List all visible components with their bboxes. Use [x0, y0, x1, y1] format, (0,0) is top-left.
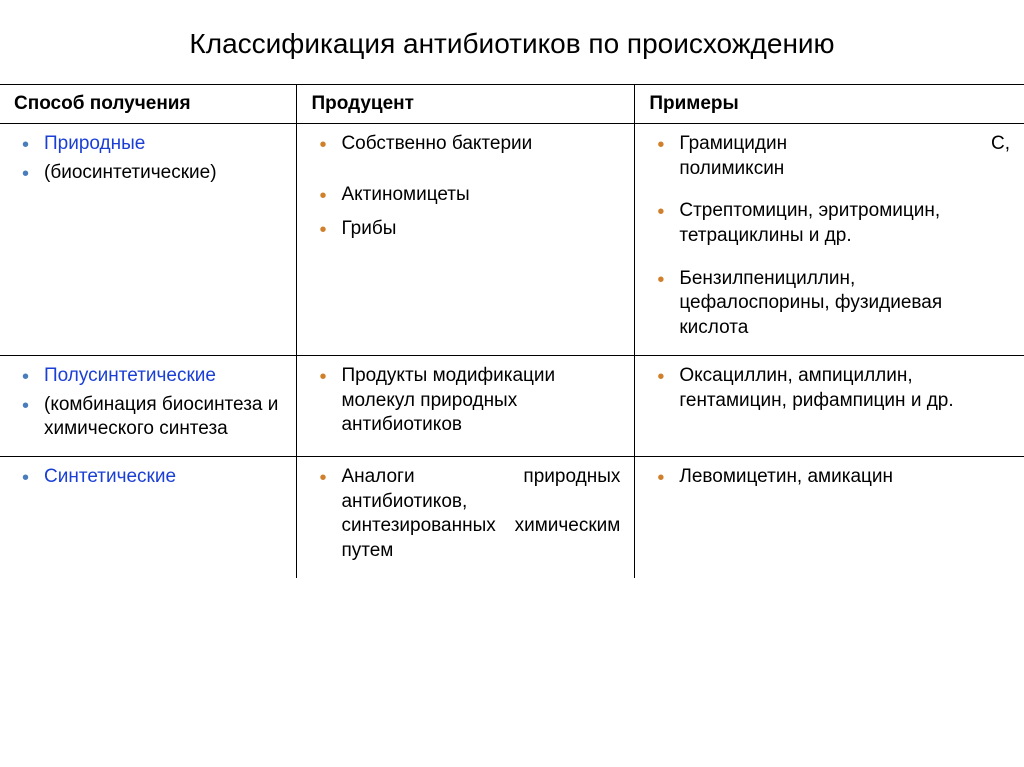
table-header-row: Способ получения Продуцент Примеры — [0, 85, 1024, 124]
page-title: Классификация антибиотиков по происхожде… — [0, 0, 1024, 84]
cell-examples: Левомицетин, амикацин — [635, 456, 1024, 577]
producer-item: Собственно бактерии — [341, 133, 532, 154]
method-item: (биосинтетические) — [44, 162, 217, 183]
method-item: Синтетические — [44, 466, 176, 487]
slide: Классификация антибиотиков по происхожде… — [0, 0, 1024, 767]
cell-method: Полусинтетические (комбинация биосинтеза… — [0, 355, 297, 456]
method-item: Природные — [44, 133, 145, 154]
classification-table: Способ получения Продуцент Примеры Приро… — [0, 84, 1024, 578]
producer-item: Грибы — [341, 218, 396, 239]
method-item: (комбинация биосинтеза и химического син… — [44, 394, 278, 440]
table-row: Синтетические Аналоги природных антибиот… — [0, 456, 1024, 577]
cell-examples: Грамицидин С,полимиксин Стрептомицин, эр… — [635, 124, 1024, 356]
example-item: Левомицетин, амикацин — [679, 466, 893, 487]
table-row: Полусинтетические (комбинация биосинтеза… — [0, 355, 1024, 456]
example-item: Стрептомицин, эритромицин, тетрациклины … — [679, 200, 940, 246]
producer-item: Актиномицеты — [341, 184, 469, 205]
col-header-examples: Примеры — [635, 85, 1024, 124]
cell-method: Природные (биосинтетические) — [0, 124, 297, 356]
cell-examples: Оксациллин, ампициллин, гентамицин, рифа… — [635, 355, 1024, 456]
producer-item: Аналоги природных антибиотиков, синтезир… — [341, 465, 620, 564]
example-item: Оксациллин, ампициллин, гентамицин, рифа… — [679, 365, 953, 411]
cell-producer: Продукты модификации молекул природных а… — [297, 355, 635, 456]
producer-item: Продукты модификации молекул природных а… — [341, 365, 555, 435]
example-item: Бензилпенициллин, цефалоспорины, фузидие… — [679, 268, 942, 338]
cell-method: Синтетические — [0, 456, 297, 577]
cell-producer: Собственно бактерии Актиномицеты Грибы — [297, 124, 635, 356]
col-header-producer: Продуцент — [297, 85, 635, 124]
table-row: Природные (биосинтетические) Собственно … — [0, 124, 1024, 356]
example-item: Грамицидин С,полимиксин — [679, 132, 1010, 181]
method-item: Полусинтетические — [44, 365, 216, 386]
col-header-method: Способ получения — [0, 85, 297, 124]
cell-producer: Аналоги природных антибиотиков, синтезир… — [297, 456, 635, 577]
